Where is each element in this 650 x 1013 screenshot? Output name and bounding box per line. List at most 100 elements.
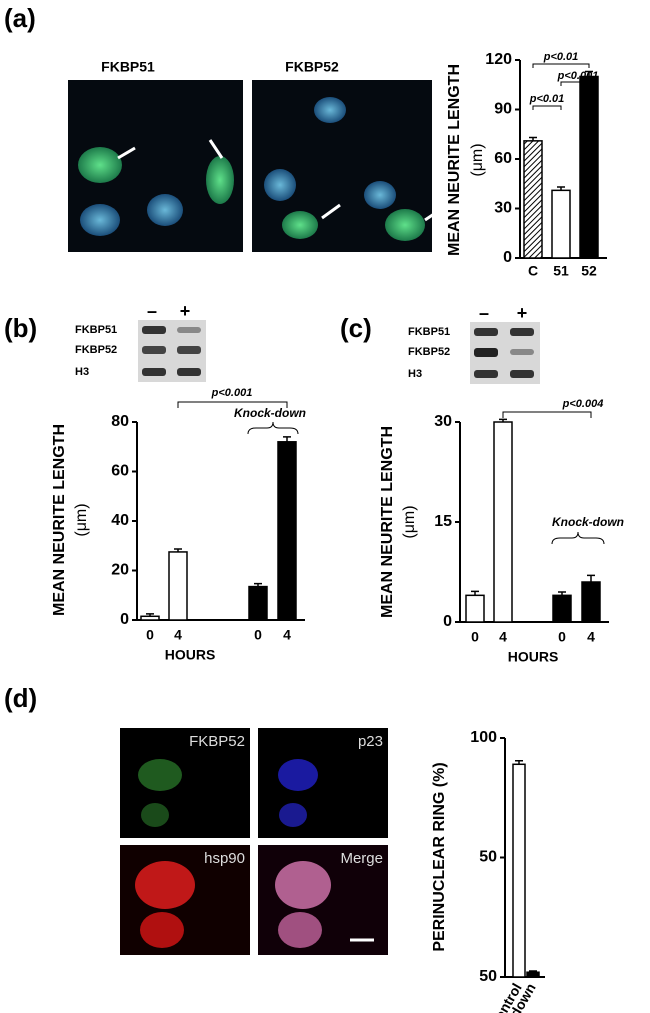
blot-label: FKBP52 [408,346,450,358]
error-bar [585,70,593,77]
cell [147,194,183,226]
panel-label: (d) [4,683,37,713]
error-bar [587,574,595,582]
arrow [117,139,224,160]
brace [551,531,605,545]
bar [493,421,513,623]
y-tick-label: 90 [494,101,512,118]
cell [78,147,122,183]
panel-label: (a) [4,3,36,33]
error-bar [558,591,566,596]
x-tick-label: 4 [587,629,595,645]
annotation: p<0.001 [557,70,599,82]
band [510,370,534,378]
x-tick-label: 0 [254,627,262,643]
bracket [560,81,590,86]
cell [278,759,318,791]
y-tick-label: 30 [494,200,512,217]
brace [247,421,299,435]
y-axis-label: MEAN NEURITE LENGTH [51,424,68,616]
x-axis-label: HOURS [508,649,559,665]
lane-label: + [517,303,528,323]
y-axis-label: PERINUCLEAR RING (%) [431,762,448,951]
cell [264,169,296,201]
micrograph-label: FKBP52 [285,59,339,75]
band [474,348,498,357]
micrograph [258,728,388,838]
band [177,327,201,333]
panel-label: (b) [4,313,37,343]
error-bar [174,548,182,552]
error-bar [146,613,154,617]
band [142,368,166,376]
annotation: p<0.01 [543,51,579,63]
cell [275,861,331,909]
y-axis-label: MEAN NEURITE LENGTH [446,64,463,256]
x-tick-label: 52 [581,263,597,279]
y-tick-label: 0 [120,611,129,628]
bar [465,594,485,623]
y-tick-label: 50 [479,849,497,866]
y-axis-unit: (μm) [401,505,418,538]
bracket [532,105,562,110]
error-bar [283,436,291,442]
blot-label: FKBP52 [75,344,117,356]
cell [364,181,396,209]
x-tick-label: 0 [471,629,479,645]
band [142,346,166,354]
bar [523,140,543,259]
bar [526,971,540,978]
band [177,368,201,376]
error-bar [529,136,537,141]
micrograph-label: FKBP52 [189,733,245,750]
band [142,326,166,334]
error-bar [529,970,537,973]
bracket [177,401,288,408]
lane-label: – [479,303,489,323]
y-axis-unit: (μm) [73,503,90,536]
x-tick-label: 51 [553,263,569,279]
annotation: Knock-down [552,515,624,529]
band [510,328,534,336]
bar [277,441,297,621]
error-bar [499,418,507,422]
band [474,328,498,336]
bar [551,189,571,259]
cell [278,912,322,948]
bracket [532,63,590,68]
annotation: p<0.004 [562,398,604,410]
cell [140,912,184,948]
bar [140,615,160,621]
arrow [321,203,441,222]
cell [385,209,425,241]
error-bar [557,186,565,191]
lane-label: – [147,301,157,321]
cell [314,97,346,123]
band [177,346,201,354]
y-tick-label: 15 [434,513,452,530]
blot-label: H3 [408,368,422,380]
annotation: p<0.001 [211,387,253,399]
band [474,370,498,378]
cell [141,803,169,827]
annotation: Knock-down [234,406,306,420]
micrograph-label: p23 [358,733,383,750]
error-bar [471,590,479,596]
cell [206,156,234,204]
bar [168,551,188,621]
micrograph-label: hsp90 [204,850,245,867]
bar [579,75,599,259]
y-axis-label: MEAN NEURITE LENGTH [379,426,396,618]
error-bar [515,759,523,765]
y-tick-label: 100 [470,729,497,746]
x-tick-label: 4 [174,627,182,643]
blot-label: FKBP51 [75,324,117,336]
lane-label: + [180,301,191,321]
y-tick-label: 0 [503,249,512,266]
cell [282,211,318,239]
band [510,349,534,355]
micrograph-label: FKBP51 [101,59,155,75]
y-tick-label: 120 [485,51,512,68]
error-bar [254,582,262,587]
